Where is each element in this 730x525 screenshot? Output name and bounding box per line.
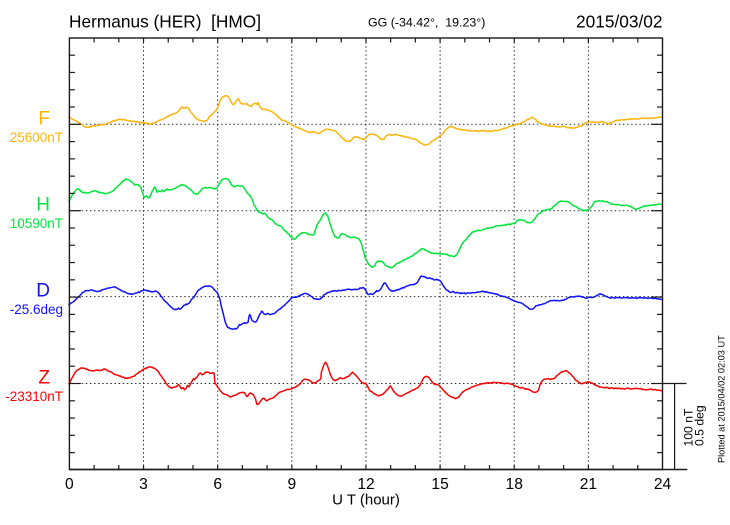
svg-text:25600nT: 25600nT: [10, 130, 63, 145]
svg-text:Z: Z: [38, 368, 50, 389]
svg-text:GG (-34.42°, 19.23°): GG (-34.42°, 19.23°): [368, 16, 485, 30]
svg-text:D: D: [36, 281, 50, 302]
svg-text:2015/03/02: 2015/03/02: [576, 12, 663, 32]
svg-text:-25.6deg: -25.6deg: [10, 302, 63, 317]
svg-text:Hermanus (HER) [HMO]: Hermanus (HER) [HMO]: [69, 12, 261, 32]
svg-text:0: 0: [65, 476, 74, 493]
svg-text:15: 15: [431, 476, 449, 493]
svg-text:-23310nT: -23310nT: [5, 389, 63, 404]
svg-text:0.5 deg: 0.5 deg: [693, 405, 707, 446]
svg-text:100 nT: 100 nT: [682, 408, 696, 446]
svg-text:H: H: [36, 195, 50, 216]
svg-text:3: 3: [139, 476, 148, 493]
svg-text:9: 9: [287, 476, 296, 493]
svg-text:10590nT: 10590nT: [10, 216, 63, 231]
svg-text:18: 18: [506, 476, 523, 493]
svg-text:12: 12: [357, 476, 374, 493]
svg-text:24: 24: [654, 476, 672, 493]
svg-text:F: F: [38, 108, 50, 129]
svg-text:6: 6: [213, 476, 222, 493]
svg-text:U T (hour): U T (hour): [332, 492, 400, 509]
svg-text:Plotted at 2015/04/02 02:03 UT: Plotted at 2015/04/02 02:03 UT: [716, 335, 726, 463]
svg-text:21: 21: [580, 476, 597, 493]
